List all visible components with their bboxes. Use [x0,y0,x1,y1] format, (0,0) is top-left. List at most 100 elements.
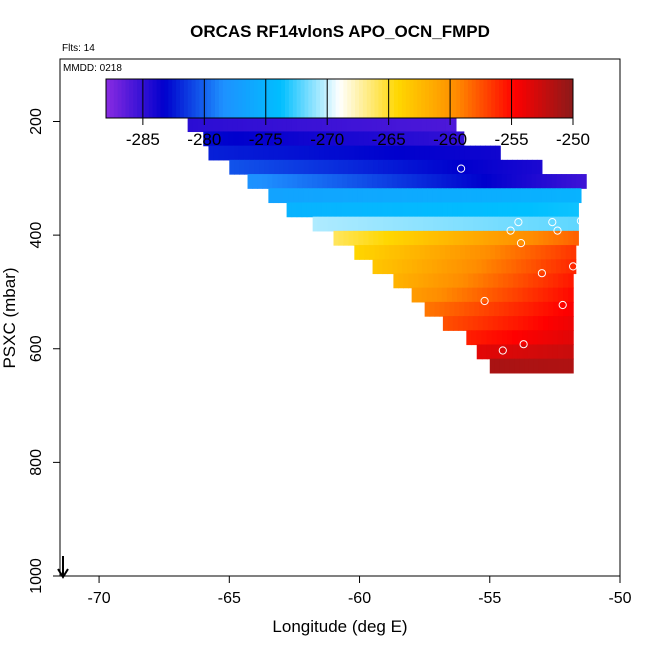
heat-cell [573,230,579,246]
heat-cell [373,230,380,246]
heat-cell [472,316,479,331]
heat-cell [394,145,401,161]
heat-cell [552,344,559,360]
heat-cell [362,188,369,204]
heat-cell [533,230,539,246]
colorbar-segment [382,79,387,118]
heat-cell [428,230,435,246]
heat-cell [352,216,359,232]
data-point [490,553,500,562]
heat-cell [505,245,511,260]
heat-cell [382,188,389,204]
heat-cell [326,117,333,133]
heat-cell [547,287,554,303]
heat-cell [487,159,493,175]
heat-cell [486,330,493,346]
heat-cell [254,159,260,175]
heat-cell [316,202,323,218]
heat-cell [249,159,255,175]
heat-cell [222,117,228,133]
heat-cell [481,344,488,360]
heat-cell [248,131,254,147]
heat-cell [349,145,355,161]
heat-cell [393,159,399,175]
heat-cell [461,174,468,189]
heat-cell [406,174,413,189]
heat-cell [518,273,524,289]
heat-cell [443,273,449,289]
heat-cell [506,259,512,275]
heat-cell [406,117,412,133]
heat-cell [208,131,214,147]
heat-cell [561,188,567,204]
heat-cell [556,188,562,204]
heat-cell [492,159,498,175]
heat-cell [286,117,293,133]
heat-cell [411,287,418,303]
heat-cell [542,330,549,346]
heat-cell [389,145,396,161]
heat-cell [388,159,394,175]
heat-cell [408,230,415,246]
heat-cell [377,202,383,218]
heat-cell [501,259,507,275]
heat-cell [428,273,434,289]
heat-cell [367,188,374,204]
heat-cell [309,145,315,161]
heat-cell [409,145,416,161]
heat-cell [533,301,540,317]
heat-cell [253,145,260,161]
heat-cell [252,117,258,133]
heat-cell [403,230,410,246]
colorbar-segment [479,79,484,118]
colorbar-segment [238,79,243,118]
heat-cell [408,273,414,289]
data-point [506,226,515,235]
down-arrow-icon [57,556,69,579]
heat-cell [485,245,491,260]
heat-cell [213,131,219,147]
heat-cell [503,301,510,317]
heat-cell [512,344,518,360]
heat-cell [238,145,245,161]
heat-cell [547,344,554,360]
heat-cell [558,216,564,232]
heat-cell [287,174,293,189]
heat-cell [431,174,438,189]
heat-cell [553,202,559,218]
heat-cell [262,174,269,189]
heat-cell [447,216,454,232]
y-tick-label: 400 [28,222,45,249]
heat-cell [427,188,433,204]
colorbar-segment [506,79,512,118]
colorbar-segment [226,79,232,118]
heat-cell [388,230,395,246]
colorbar-segment [355,79,360,118]
heat-cell [523,316,529,331]
heat-cell [267,174,274,189]
heat-cell [378,159,384,175]
heat-cell [490,145,496,161]
colorbar-segment [281,79,286,118]
colorbar-segment [257,79,263,118]
heat-cell [541,188,547,204]
heat-cell [542,344,549,360]
heat-cell [322,174,328,189]
heat-cell [566,174,572,189]
heat-cell [501,174,508,189]
colorbar-segment [471,79,477,118]
heat-cell [546,174,552,189]
heat-cell [207,117,214,133]
heat-cell [558,230,564,246]
heat-cell [538,301,545,317]
heat-cell [358,230,365,246]
heat-cell [517,202,524,218]
heat-cell [348,230,355,246]
heat-cell [383,230,390,246]
heat-cell [538,358,545,374]
heat-cell [337,188,344,204]
heat-cell [492,316,499,331]
colorbar-segment [537,79,543,118]
heat-cell [258,145,265,161]
heat-cell [498,273,504,289]
